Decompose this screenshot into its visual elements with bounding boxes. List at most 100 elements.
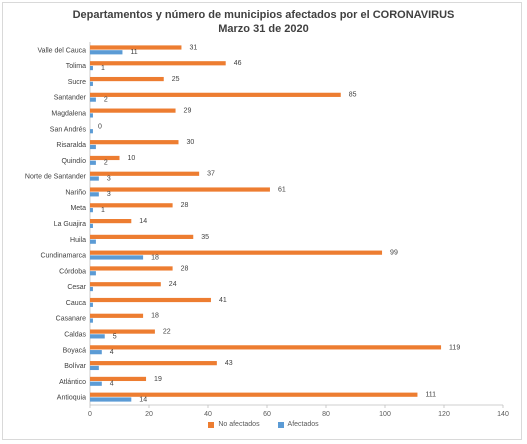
bar-afectados xyxy=(90,113,93,118)
data-label-no-afectados: 35 xyxy=(201,234,209,241)
bar-afectados xyxy=(90,160,96,165)
bar-afectados xyxy=(90,208,93,213)
data-label-afectados: 14 xyxy=(139,396,147,403)
category-label: Cauca xyxy=(66,300,86,307)
data-label-afectados: 3 xyxy=(107,175,111,182)
category-label: Norte de Santander xyxy=(25,174,87,181)
bar-no-afectados xyxy=(90,329,155,334)
bar-afectados xyxy=(90,350,102,355)
data-label-no-afectados: 119 xyxy=(449,344,460,351)
category-label: La Guajira xyxy=(54,221,86,228)
bar-afectados xyxy=(90,129,93,134)
category-label: Santander xyxy=(54,95,87,102)
data-label-afectados: 1 xyxy=(101,65,105,72)
data-label-no-afectados: 28 xyxy=(181,202,189,209)
data-label-no-afectados: 10 xyxy=(128,155,136,162)
bar-afectados xyxy=(90,397,132,402)
legend-swatch-afectados xyxy=(277,421,284,428)
category-label: Huila xyxy=(70,237,86,244)
data-label-no-afectados: 18 xyxy=(151,313,159,320)
bar-afectados xyxy=(90,144,96,150)
data-label-no-afectados: 28 xyxy=(181,265,189,272)
data-label-no-afectados: 37 xyxy=(207,171,215,178)
category-label: Valle del Cauca xyxy=(37,47,86,54)
bar-no-afectados xyxy=(90,282,161,287)
legend-item-afectados: Afectados xyxy=(277,421,319,428)
category-label: Quindío xyxy=(61,158,86,165)
bar-no-afectados xyxy=(90,92,341,97)
data-label-no-afectados: 43 xyxy=(225,360,233,367)
bar-afectados xyxy=(90,302,93,307)
bar-afectados xyxy=(90,50,123,55)
bar-afectados xyxy=(90,65,93,71)
data-label-afectados: 3 xyxy=(107,191,111,198)
chart-frame xyxy=(2,2,522,440)
x-tick-label: 60 xyxy=(263,411,271,418)
bar-no-afectados xyxy=(90,376,147,382)
legend-item-no-afectados: No afectados xyxy=(208,421,260,428)
data-label-no-afectados: 25 xyxy=(172,76,180,83)
bar-no-afectados xyxy=(90,266,173,271)
category-label: Antioquia xyxy=(57,395,86,402)
category-label: Sucre xyxy=(68,79,86,86)
data-label-no-afectados: 99 xyxy=(390,250,398,257)
bar-no-afectados xyxy=(90,61,226,66)
bar-no-afectados xyxy=(90,219,132,224)
category-label: Cundinamarca xyxy=(40,253,86,260)
bar-no-afectados xyxy=(90,108,176,113)
category-label: Caldas xyxy=(64,331,86,338)
data-label-no-afectados: 0 xyxy=(98,123,102,130)
bar-afectados xyxy=(90,239,96,244)
bar-afectados xyxy=(90,365,99,371)
bar-no-afectados xyxy=(90,45,182,50)
data-label-no-afectados: 14 xyxy=(139,218,147,225)
data-label-afectados: 4 xyxy=(110,349,114,356)
data-label-afectados: 1 xyxy=(101,207,105,214)
data-label-no-afectados: 29 xyxy=(184,108,192,115)
x-tick-label: 140 xyxy=(497,411,509,418)
chart-title: Departamentos y número de municipios afe… xyxy=(0,8,527,36)
bar-afectados xyxy=(90,381,102,386)
bar-afectados xyxy=(90,97,96,102)
legend-label-no-afectados: No afectados xyxy=(218,421,260,428)
category-label: Casanare xyxy=(56,316,86,323)
bar-afectados xyxy=(90,192,99,197)
bar-afectados xyxy=(90,176,99,181)
bar-no-afectados xyxy=(90,187,270,192)
data-label-afectados: 4 xyxy=(110,381,114,388)
category-label: Boyacá xyxy=(63,347,86,354)
bar-afectados xyxy=(90,81,93,86)
bar-no-afectados xyxy=(90,345,442,350)
bar-afectados xyxy=(90,286,93,292)
category-label: Cesar xyxy=(67,284,86,291)
category-label: San Andrés xyxy=(50,126,87,133)
data-label-no-afectados: 31 xyxy=(189,44,197,51)
bar-no-afectados xyxy=(90,361,217,366)
x-tick-label: 40 xyxy=(204,411,212,418)
x-tick-label: 100 xyxy=(379,411,391,418)
data-label-no-afectados: 61 xyxy=(278,186,286,193)
data-label-no-afectados: 22 xyxy=(163,328,171,335)
category-label: Córdoba xyxy=(59,268,86,275)
chart-title-line2: Marzo 31 de 2020 xyxy=(218,23,309,35)
category-label: Nariño xyxy=(65,189,86,196)
data-label-no-afectados: 111 xyxy=(425,392,436,399)
legend-swatch-no-afectados xyxy=(208,421,215,428)
bar-no-afectados xyxy=(90,392,418,397)
legend: No afectados Afectados xyxy=(0,421,527,430)
bar-afectados xyxy=(90,223,93,228)
bar-afectados xyxy=(90,318,93,323)
category-label: Meta xyxy=(70,205,86,212)
bar-no-afectados xyxy=(90,203,173,208)
category-label: Tolima xyxy=(66,63,86,70)
bar-no-afectados xyxy=(90,234,194,239)
data-label-afectados: 18 xyxy=(151,254,159,261)
data-label-no-afectados: 46 xyxy=(234,60,242,67)
data-label-no-afectados: 41 xyxy=(219,297,227,304)
data-label-afectados: 2 xyxy=(104,160,108,167)
bar-no-afectados xyxy=(90,155,120,161)
category-label: Risaralda xyxy=(56,142,86,149)
bar-no-afectados xyxy=(90,313,144,318)
x-tick-label: 80 xyxy=(322,411,330,418)
